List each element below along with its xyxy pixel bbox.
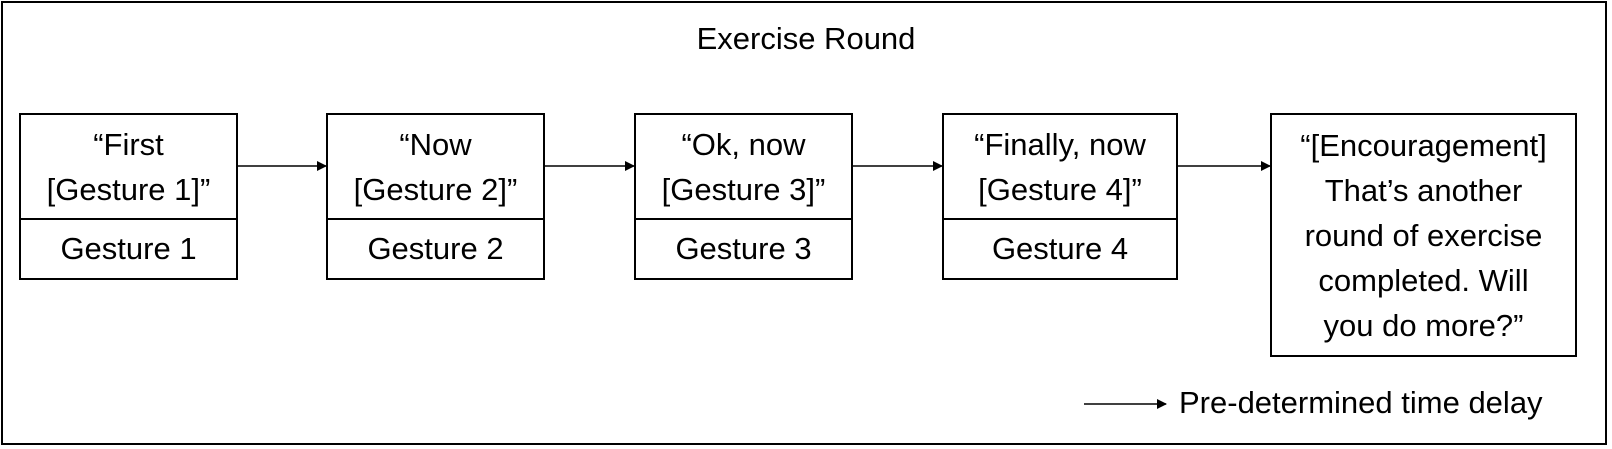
step-2-gesture: Gesture 2 (367, 231, 504, 266)
final-line-4: completed. Will (1318, 262, 1529, 298)
final-line-1: “[Encouragement] (1300, 127, 1547, 163)
step-4-speech-line-1: “Finally, now (974, 126, 1146, 162)
step-1-speech-line-1: “First (93, 126, 164, 162)
step-3-speech: “Ok, now [Gesture 3]” (636, 115, 851, 220)
final-line-2: That’s another (1324, 172, 1523, 208)
step-4-gesture: Gesture 4 (991, 231, 1129, 266)
step-2-speech: “Now [Gesture 2]” (328, 115, 543, 220)
final-line-3: round of exercise (1304, 217, 1543, 253)
step-2-speech-line-2: [Gesture 2]” (353, 171, 518, 207)
final-line-5: you do more?” (1323, 307, 1524, 343)
step-box-2: “Now [Gesture 2]” Gesture 2 (326, 113, 545, 280)
step-box-4: “Finally, now [Gesture 4]” Gesture 4 (942, 113, 1178, 280)
step-3-speech-line-1: “Ok, now (681, 126, 806, 162)
step-1-speech-line-2: [Gesture 1]” (46, 171, 211, 207)
step-box-1: “First [Gesture 1]” Gesture 1 (19, 113, 238, 280)
step-box-3: “Ok, now [Gesture 3]” Gesture 3 (634, 113, 853, 280)
step-1-gesture: Gesture 1 (60, 231, 197, 266)
step-1-speech: “First [Gesture 1]” (21, 115, 236, 220)
step-2-speech-line-1: “Now (399, 126, 472, 162)
step-3-speech-line-2: [Gesture 3]” (661, 171, 826, 207)
step-4-speech-line-2: [Gesture 4]” (978, 171, 1142, 207)
diagram-title: Exercise Round (696, 21, 916, 56)
step-3-gesture: Gesture 3 (675, 231, 812, 266)
step-4-speech: “Finally, now [Gesture 4]” (944, 115, 1176, 220)
legend-label: Pre-determined time delay (1179, 385, 1543, 420)
final-encouragement-box: “[Encouragement] That’s another round of… (1270, 113, 1577, 357)
